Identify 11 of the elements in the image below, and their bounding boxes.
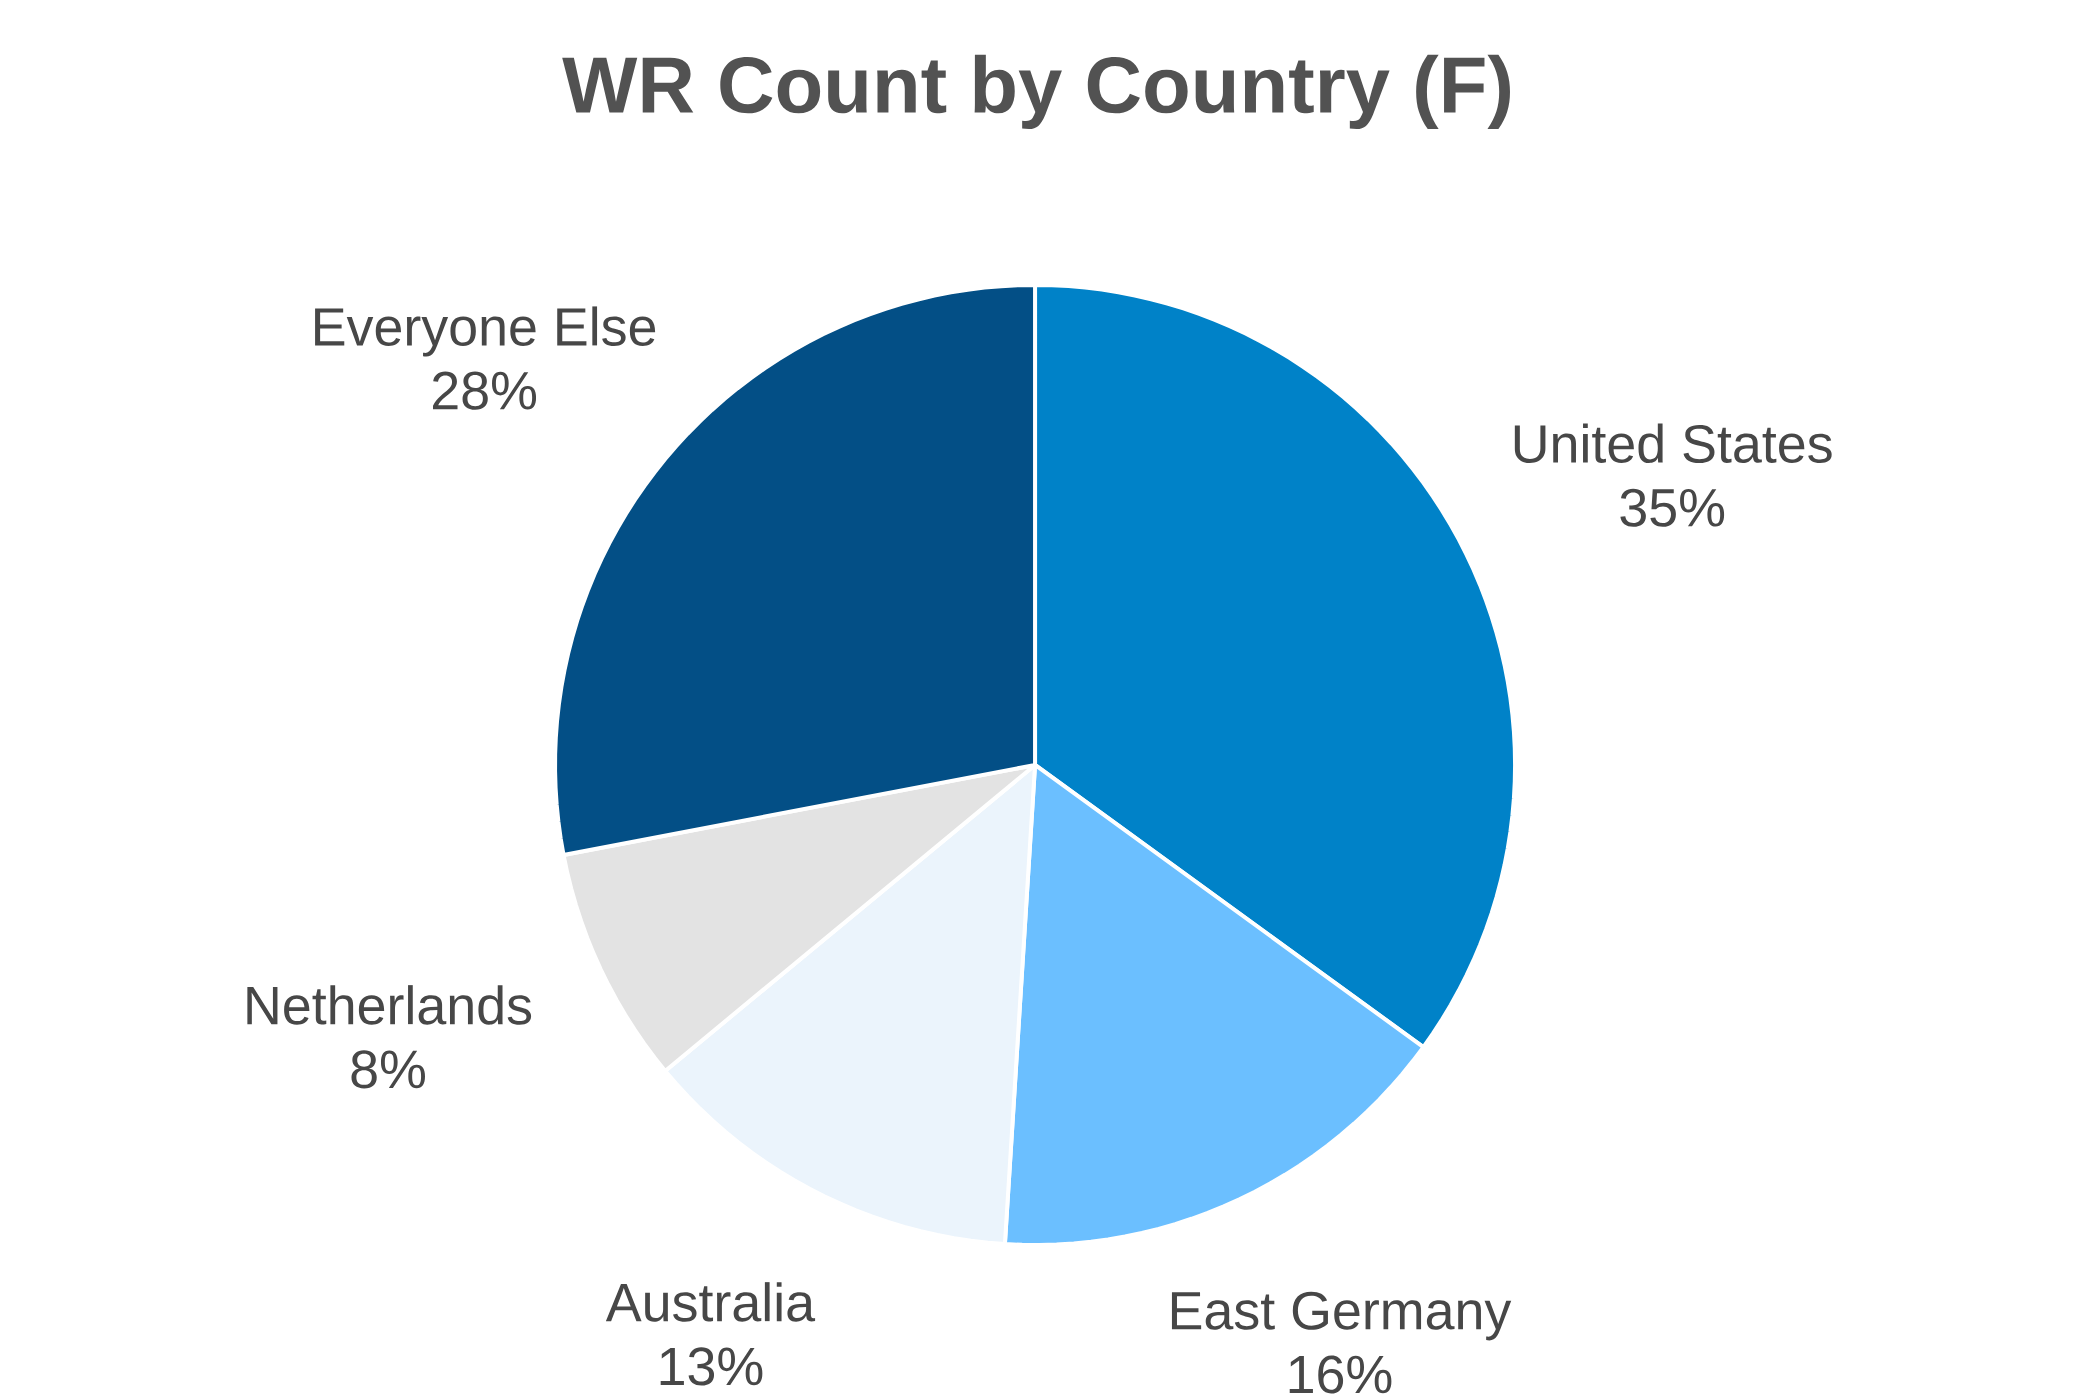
data-label: 35% [1620, 488, 1725, 527]
slice-label: East Germany [1171, 1291, 1512, 1341]
chart-title: WR Count by Country (F) [562, 54, 1510, 130]
slice-label: Netherlands [247, 985, 532, 1025]
data-label: 16% [1289, 1355, 1392, 1394]
data-label: 13% [660, 1347, 763, 1386]
slice-label: United States [1514, 423, 1832, 464]
slice-label: Everyone Else [315, 306, 656, 357]
slice-label: Australia [605, 1282, 816, 1322]
data-label: 8% [351, 1050, 425, 1089]
data-label: 28% [433, 371, 537, 410]
